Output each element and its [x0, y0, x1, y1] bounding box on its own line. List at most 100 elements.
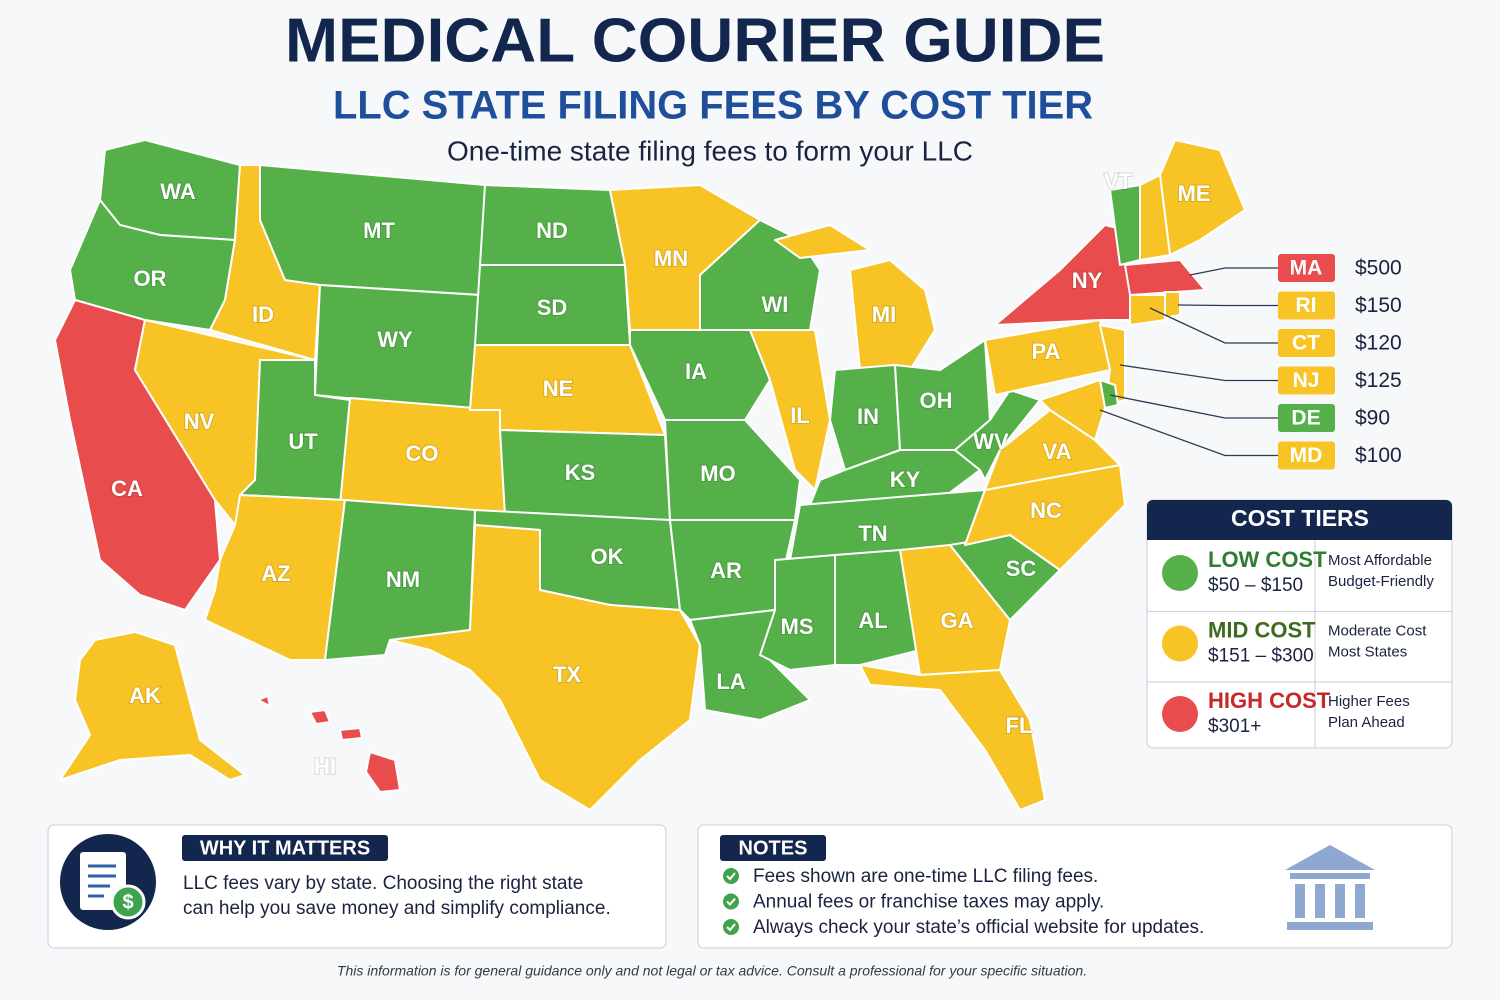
- callout-fee: $150: [1355, 294, 1402, 317]
- leader-line: [1149, 307, 1278, 344]
- tier-desc: Moderate Cost: [1328, 622, 1427, 639]
- tier-name: LOW COST: [1208, 547, 1327, 572]
- state-label: OR: [134, 266, 167, 291]
- state-label: WA: [160, 179, 196, 204]
- callout-abbr: CT: [1292, 332, 1320, 355]
- state: [389, 524, 701, 811]
- state-label: KY: [890, 467, 921, 492]
- dollar-sign: $: [122, 891, 133, 913]
- state-label: NM: [386, 567, 420, 592]
- note-item: Annual fees or franchise taxes may apply…: [753, 892, 1104, 913]
- state-label: MT: [363, 218, 395, 243]
- check-icon: [723, 919, 739, 935]
- callout-fee: $500: [1355, 257, 1402, 280]
- leader-line: [1177, 304, 1278, 307]
- state-label: CA: [111, 476, 143, 501]
- legend-title: COST TIERS: [1231, 505, 1369, 531]
- state-label: TN: [858, 521, 887, 546]
- callout-abbr: MA: [1290, 257, 1323, 280]
- state-label: IA: [685, 359, 707, 384]
- panel: [697, 824, 1453, 949]
- state-label: CO: [406, 441, 439, 466]
- tier-range: $301+: [1208, 716, 1261, 737]
- tier-desc: Most States: [1328, 643, 1407, 660]
- note-item: Always check your state’s official websi…: [753, 917, 1204, 938]
- state-label: MI: [872, 302, 896, 327]
- state: [954, 389, 1041, 481]
- callout-abbr: NJ: [1293, 369, 1320, 392]
- state-label: VA: [1043, 439, 1072, 464]
- callout-fee: $120: [1355, 332, 1402, 355]
- state-label: KS: [565, 460, 596, 485]
- callout-fee: $90: [1355, 407, 1390, 430]
- leader-line: [1119, 364, 1278, 382]
- state-label: UT: [288, 429, 318, 454]
- why-title: WHY IT MATTERS: [200, 837, 370, 859]
- leader-line: [1109, 394, 1278, 419]
- state-label: VT: [1104, 169, 1133, 194]
- title: MEDICAL COURIER GUIDE: [285, 6, 1105, 75]
- state: [1139, 174, 1171, 261]
- callouts: MA $500 RI $150 CT $120 NJ $125 DE $90 MD $100: [1099, 254, 1402, 470]
- state-label: IN: [857, 404, 879, 429]
- badge: [182, 835, 388, 861]
- state: [59, 631, 246, 781]
- footer: This information is for general guidance…: [337, 963, 1087, 979]
- callout-box: [1278, 254, 1335, 282]
- state-label: AR: [710, 558, 742, 583]
- state-label: WI: [762, 292, 789, 317]
- state: [257, 695, 401, 793]
- check-mark: [726, 923, 736, 932]
- notes-panel: NOTES Fees shown are one-time LLC filing…: [697, 824, 1453, 949]
- leader-line: [1189, 267, 1278, 276]
- check-icon: [723, 893, 739, 910]
- state-label: ME: [1178, 181, 1211, 206]
- callout-fee: $125: [1355, 369, 1402, 392]
- state-label: AL: [858, 608, 887, 633]
- tier-name: MID COST: [1208, 617, 1316, 642]
- dollar-icon: [110, 884, 146, 920]
- callout-abbr: MD: [1290, 444, 1323, 467]
- tier-desc: Plan Ahead: [1328, 714, 1405, 731]
- state-label: ND: [536, 218, 568, 243]
- tier-desc: Higher Fees: [1328, 693, 1410, 710]
- callout-fee: $100: [1355, 444, 1402, 467]
- callout-box: [1278, 291, 1335, 320]
- state: [1129, 294, 1166, 326]
- state-label: FL: [1006, 713, 1033, 738]
- tier-name: HIGH COST: [1208, 688, 1331, 713]
- state: [994, 224, 1136, 326]
- state-label: GA: [941, 608, 974, 633]
- state: [1164, 291, 1181, 319]
- state: [1124, 259, 1206, 296]
- check-mark: [726, 872, 736, 881]
- state-label: AK: [129, 683, 161, 708]
- callout-box: [1278, 366, 1335, 395]
- state-label: SC: [1006, 556, 1037, 581]
- state-label: NE: [543, 376, 574, 401]
- state-label: MN: [654, 246, 688, 271]
- tier-range: $50 – $150: [1208, 575, 1303, 596]
- state-label: AZ: [261, 561, 290, 586]
- state-label: HI: [314, 754, 336, 779]
- callout-box: [1278, 441, 1335, 470]
- check-icon: [723, 868, 739, 884]
- document-lines: [88, 864, 116, 898]
- state-label: WV: [973, 429, 1009, 454]
- why-panel: $ WHY IT MATTERS LLC fees vary by state.…: [47, 824, 667, 949]
- state-label: LA: [716, 669, 745, 694]
- tier-desc: Budget-Friendly: [1328, 573, 1434, 590]
- state-label: OK: [591, 544, 624, 569]
- why-text: LLC fees vary by state. Choosing the rig…: [183, 873, 583, 894]
- tagline: One-time state filing fees to form your …: [447, 135, 973, 166]
- check-mark: [726, 897, 736, 906]
- state: [834, 549, 921, 666]
- state-label: MO: [700, 461, 735, 486]
- callout-abbr: RI: [1296, 294, 1317, 317]
- legend-header: [1147, 500, 1452, 540]
- notes-list: Fees shown are one-time LLC filing fees.…: [723, 866, 1204, 938]
- badge: [720, 835, 826, 861]
- state: [899, 544, 1011, 676]
- state-label: OH: [920, 388, 953, 413]
